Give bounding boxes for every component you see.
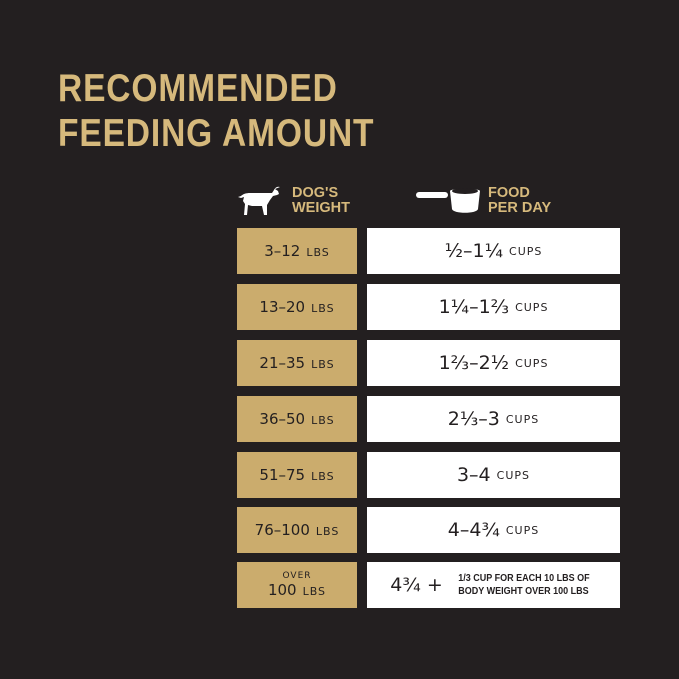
weight-cell: 21–35 LBS [237, 340, 357, 386]
measuring-cup-icon [416, 188, 480, 213]
amount-cell: 3–4 CUPS [367, 452, 620, 498]
feeding-row: 51–75 LBS 3–4 CUPS [237, 452, 620, 498]
weight-cell: 36–50 LBS [237, 396, 357, 442]
feeding-row: 36–50 LBS 2⅓–3 CUPS [237, 396, 620, 442]
feeding-row: 76–100 LBS 4–4¾ CUPS [237, 507, 620, 553]
feeding-row: 21–35 LBS 1⅔–2½ CUPS [237, 340, 620, 386]
weight-header: DOG'S WEIGHT [238, 185, 350, 217]
weight-cell: OVER 100 LBS [237, 562, 357, 608]
feeding-row: 3–12 LBS ½–1¼ CUPS [237, 228, 620, 274]
weight-cell: 13–20 LBS [237, 284, 357, 330]
amount-cell: 4–4¾ CUPS [367, 507, 620, 553]
dog-icon [238, 186, 280, 215]
feeding-row: 13–20 LBS 1¼–1⅔ CUPS [237, 284, 620, 330]
weight-cell: 76–100 LBS [237, 507, 357, 553]
amount-cell: 1¼–1⅔ CUPS [367, 284, 620, 330]
food-header: FOOD PER DAY [416, 185, 551, 217]
amount-cell: 1⅔–2½ CUPS [367, 340, 620, 386]
page-title: RECOMMENDED FEEDING AMOUNT [58, 67, 375, 155]
amount-cell: 4¾ + 1/3 CUP FOR EACH 10 LBS OF BODY WEIG… [367, 562, 620, 608]
amount-cell: ½–1¼ CUPS [367, 228, 620, 274]
weight-cell: 51–75 LBS [237, 452, 357, 498]
weight-cell: 3–12 LBS [237, 228, 357, 274]
amount-cell: 2⅓–3 CUPS [367, 396, 620, 442]
feeding-row-over-100: OVER 100 LBS 4¾ + 1/3 CUP FOR EACH 10 LBS… [237, 562, 620, 608]
